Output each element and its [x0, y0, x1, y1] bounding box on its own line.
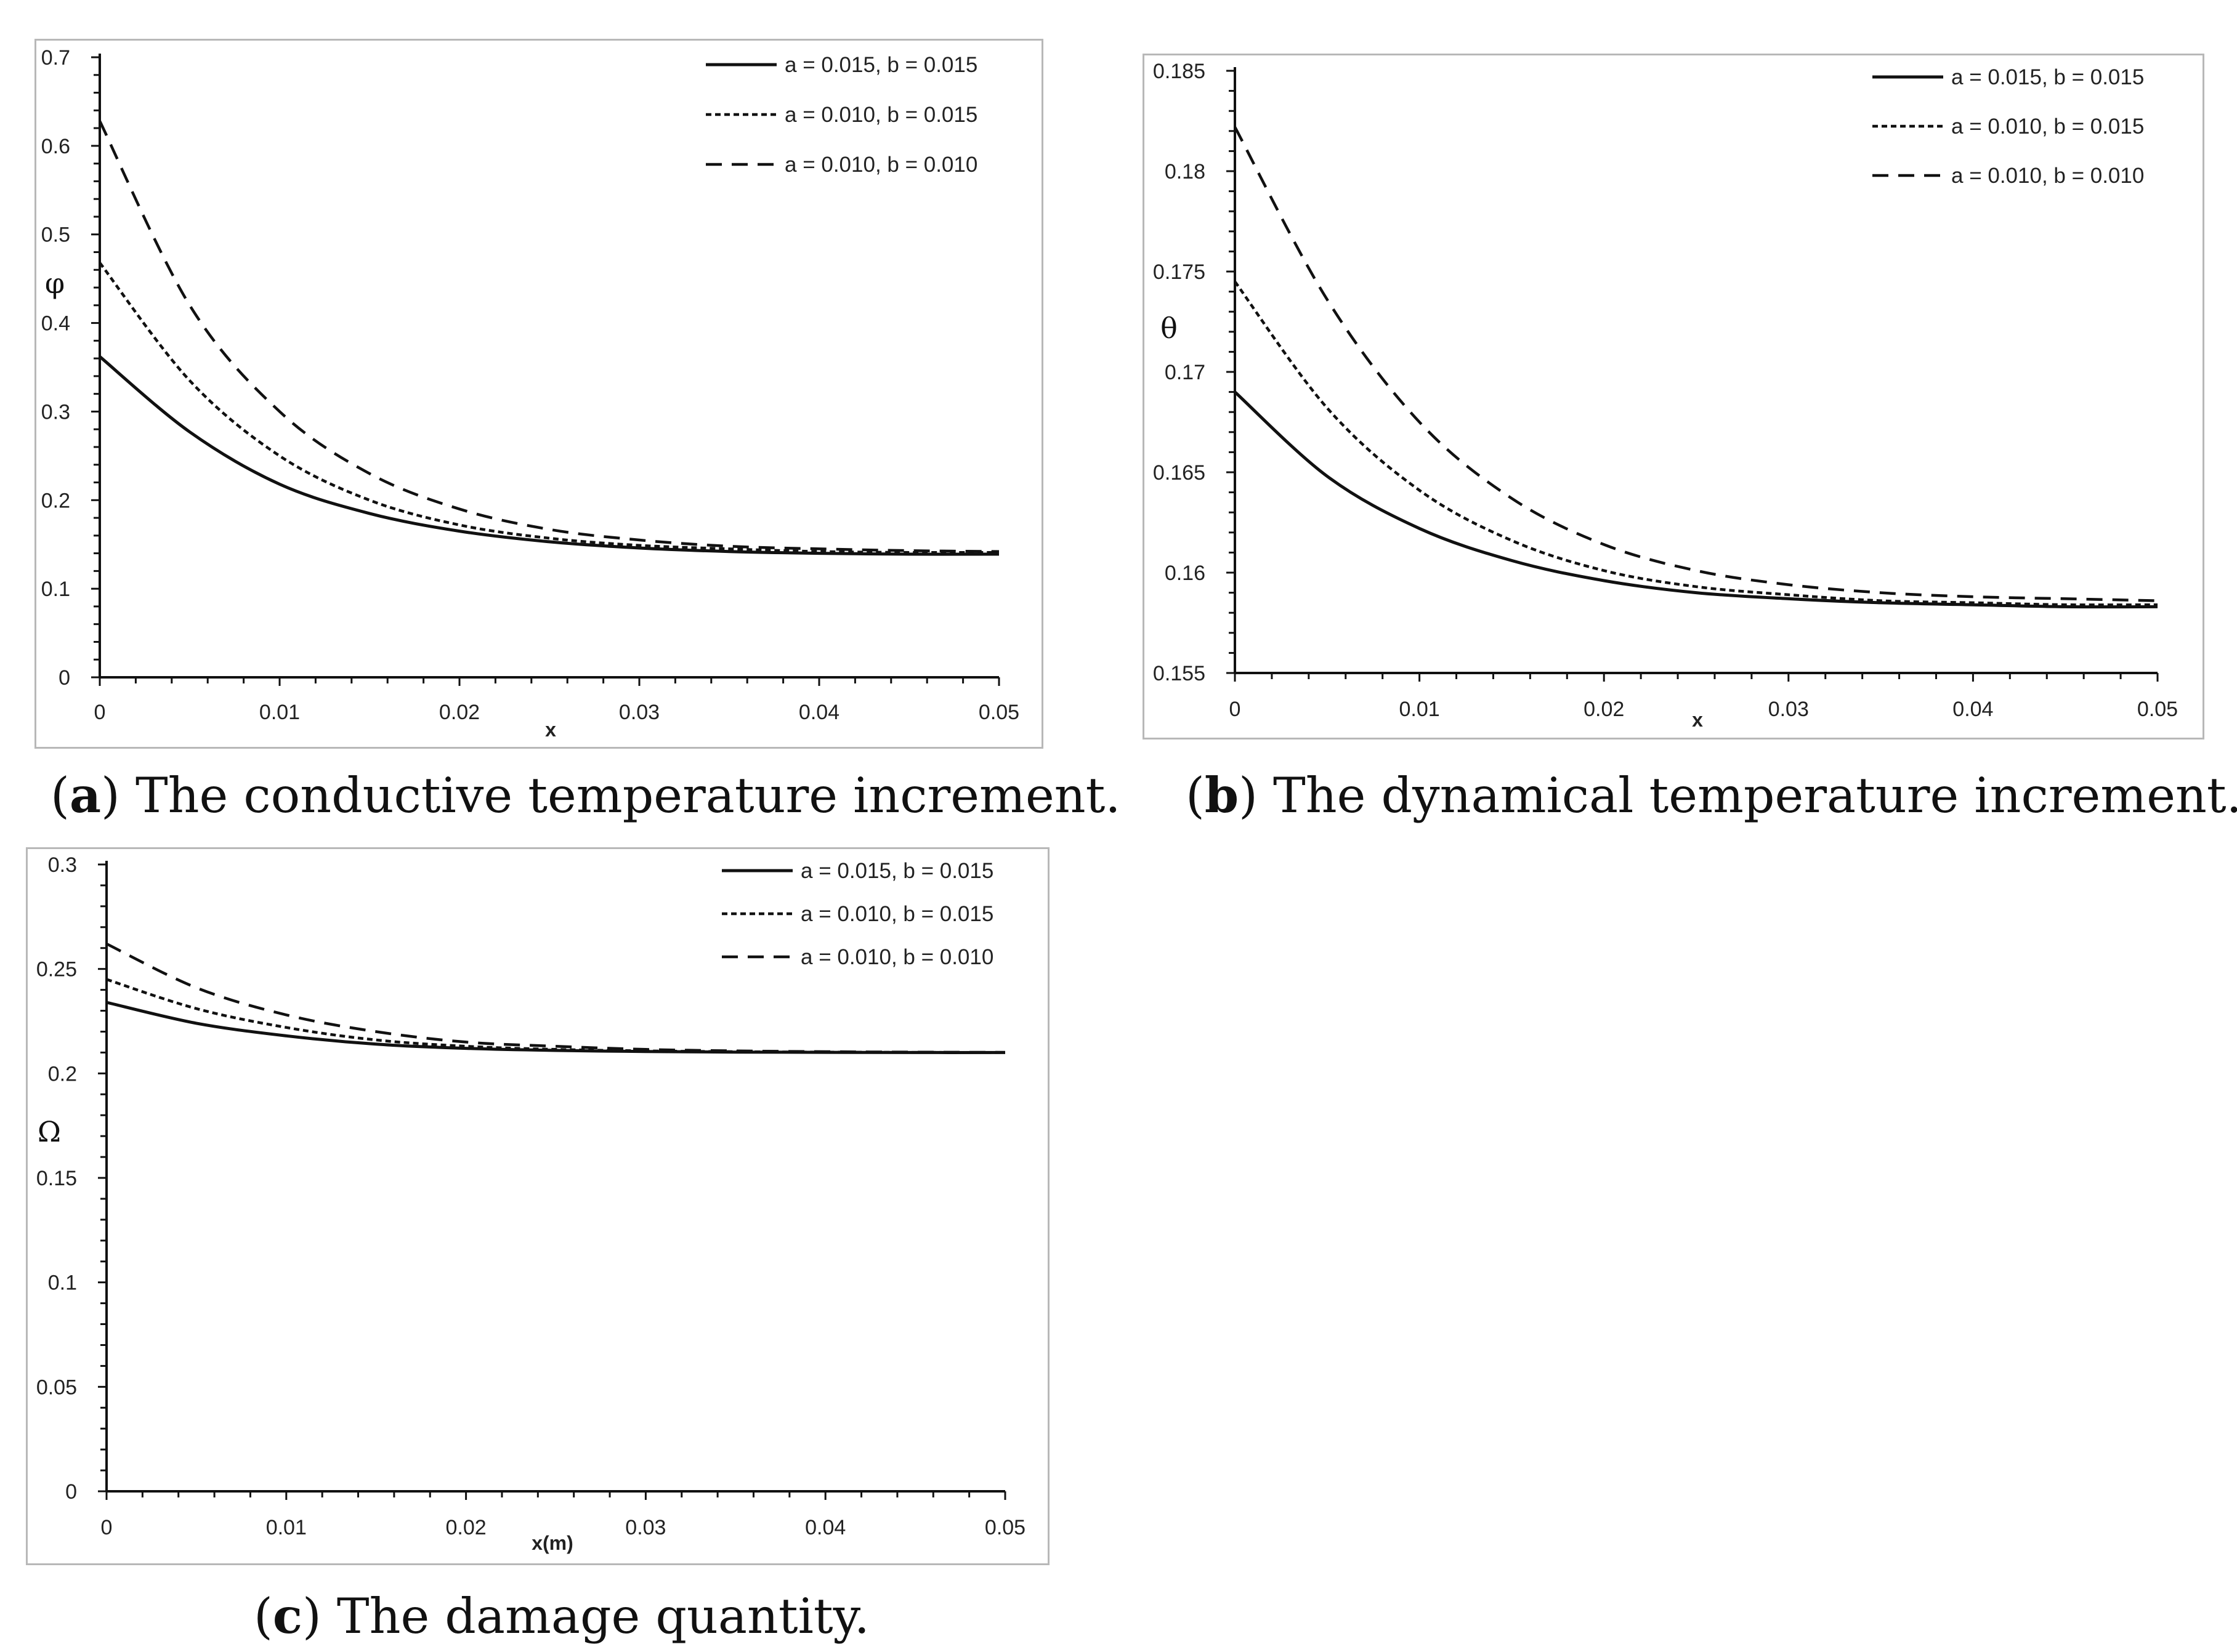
x-tick-label: 0.04 — [805, 1516, 846, 1539]
y-tick-label: 0 — [65, 1480, 77, 1504]
caption-b: (b) The dynamical temperature increment. — [1186, 767, 2237, 824]
x-tick-label: 0.05 — [2137, 698, 2178, 721]
legend-label-1: a = 0.015, b = 0.015 — [785, 53, 977, 77]
x-axis-label: x — [545, 719, 556, 741]
series-line-3 — [106, 942, 1006, 1054]
caption-c-letter: c — [272, 1587, 302, 1645]
x-tick-label: 0.03 — [625, 1516, 666, 1539]
x-tick-label: 0.02 — [439, 701, 480, 724]
x-tick-label: 0.02 — [446, 1516, 487, 1539]
legend-label-3: a = 0.010, b = 0.010 — [801, 945, 993, 969]
y-tick-label: 0.1 — [48, 1271, 77, 1295]
y-tick-label: 0.2 — [48, 1062, 77, 1086]
y-tick-label: 0.5 — [41, 224, 70, 247]
caption-c: (c) The damage quantity. — [254, 1587, 870, 1645]
series-line-1 — [1234, 390, 2158, 609]
y-tick-label: 0.16 — [1165, 562, 1205, 585]
y-tick-label: 0.4 — [41, 312, 70, 336]
y-tick-label: 0.15 — [36, 1167, 77, 1190]
series-line-2 — [106, 978, 1006, 1054]
series-line-2 — [99, 262, 1000, 554]
y-tick-label: 0.2 — [41, 489, 70, 512]
chart-frame — [34, 39, 1043, 749]
x-axis-label: x — [1692, 709, 1703, 731]
caption-b-text: ) The dynamical temperature increment. — [1239, 767, 2237, 824]
caption-a-open: ( — [51, 767, 70, 824]
y-tick-label: 0.18 — [1165, 160, 1205, 183]
x-tick-label: 0.01 — [266, 1516, 307, 1539]
y-tick-label: 0.3 — [41, 400, 70, 424]
x-tick-label: 0.05 — [985, 1516, 1025, 1539]
x-tick-label: 0.04 — [1952, 698, 1993, 721]
chart-panel-a: 0 0.1 0.2 0.3 0.4 0.5 0.6 0.7 0 0.01 0.02 0.03 0.04 0… — [34, 39, 1043, 749]
x-axis-label: x(m) — [532, 1532, 573, 1554]
legend-label-1: a = 0.015, b = 0.015 — [801, 859, 993, 883]
caption-a: (a) The conductive temperature increment… — [51, 767, 1120, 824]
caption-c-open: ( — [254, 1588, 273, 1645]
chart-frame — [1143, 54, 2204, 739]
y-tick-label: 0.6 — [41, 135, 70, 158]
y-tick-label: 0.3 — [48, 853, 77, 877]
y-axis-label: φ — [45, 267, 65, 300]
legend-label-2: a = 0.010, b = 0.015 — [801, 902, 993, 926]
legend-label-3: a = 0.010, b = 0.010 — [785, 153, 977, 177]
series-line-3 — [1234, 126, 2158, 602]
x-tick-label: 0.03 — [1768, 698, 1809, 721]
caption-a-text: ) The conductive temperature increment. — [101, 767, 1121, 824]
caption-b-open: ( — [1186, 767, 1205, 824]
x-tick-label: 0.04 — [799, 701, 839, 724]
legend-label-1: a = 0.015, b = 0.015 — [1951, 65, 2144, 89]
y-tick-label: 0.155 — [1153, 662, 1205, 685]
y-tick-label: 0.185 — [1153, 60, 1205, 83]
y-tick-label: 0.175 — [1153, 260, 1205, 284]
y-tick-label: 0.25 — [36, 958, 77, 981]
legend-label-2: a = 0.010, b = 0.015 — [1951, 115, 2144, 139]
y-axis-label: θ — [1160, 312, 1178, 345]
x-tick-label: 0 — [94, 701, 106, 724]
chart-frame — [26, 847, 1050, 1565]
y-tick-label: 0.7 — [41, 46, 70, 70]
chart-panel-c: 0 0.05 0.1 0.15 0.2 0.25 0.3 0 0.01 0.02 0.03 0.04 0… — [26, 847, 1050, 1565]
x-tick-label: 0.03 — [619, 701, 660, 724]
x-tick-label: 0.01 — [259, 701, 300, 724]
x-tick-label: 0.01 — [1399, 698, 1440, 721]
caption-c-text: ) The damage quantity. — [302, 1588, 870, 1645]
caption-a-letter: a — [69, 767, 102, 824]
y-tick-label: 0.05 — [36, 1376, 77, 1399]
legend-label-2: a = 0.010, b = 0.015 — [785, 103, 977, 127]
caption-b-letter: b — [1204, 767, 1239, 824]
y-tick-label: 0.17 — [1165, 361, 1205, 384]
x-tick-label: 0 — [101, 1516, 113, 1539]
y-tick-label: 0.1 — [41, 578, 70, 601]
y-tick-label: 0 — [59, 666, 70, 690]
x-tick-label: 0 — [1229, 698, 1241, 721]
x-tick-label: 0.02 — [1584, 698, 1624, 721]
legend-label-3: a = 0.010, b = 0.010 — [1951, 164, 2144, 188]
y-axis-label: Ω — [38, 1115, 61, 1148]
series-line-1 — [99, 355, 1000, 556]
series-line-2 — [1234, 280, 2158, 606]
y-tick-label: 0.165 — [1153, 461, 1205, 485]
chart-panel-b: 0.155 0.16 0.165 0.17 0.175 0.18 0.185 0 0.01 0.0… — [1143, 54, 2204, 739]
x-tick-label: 0.05 — [979, 701, 1019, 724]
